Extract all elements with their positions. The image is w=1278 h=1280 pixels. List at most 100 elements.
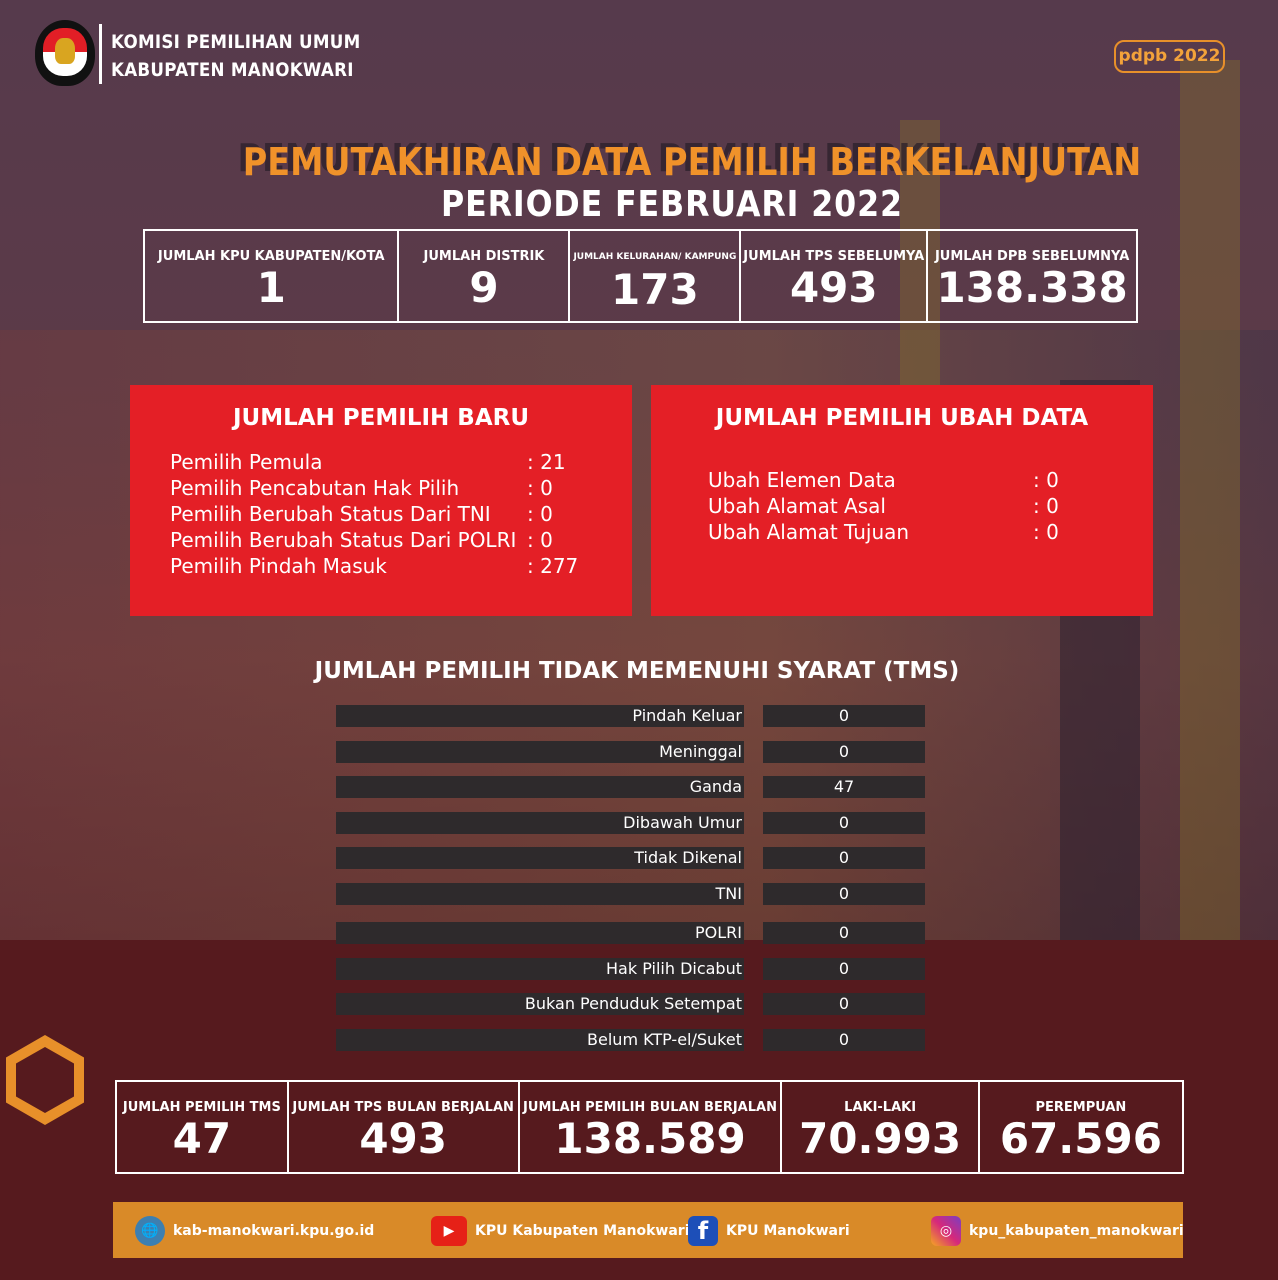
stat-pemilih-berjalan: JUMLAH PEMILIH BULAN BERJALAN 138.589 (517, 1080, 783, 1174)
tms-row-value: 0 (763, 922, 925, 944)
stat-value: 70.993 (799, 1114, 962, 1163)
stat-tps: JUMLAH TPS SEBELUMYA 493 (739, 229, 929, 323)
item-label: Pemilih Pemula (170, 450, 323, 474)
period-title: PERIODE FEBRUARI 2022 (441, 184, 903, 225)
facebook-icon: f (688, 1216, 718, 1246)
item-label: Pemilih Pindah Masuk (170, 554, 387, 578)
tms-row-label: Tidak Dikenal (336, 847, 744, 869)
main-title: PEMUTAKHIRAN DATA PEMILIH BERKELANJUTAN (242, 140, 1142, 184)
stat-value: 138.338 (936, 263, 1128, 312)
list-item: Pemilih Berubah Status Dari TNI: 0 (170, 501, 578, 527)
item-value: : 21 (527, 450, 566, 474)
stat-value: 493 (789, 263, 878, 312)
instagram-text: kpu_kabupaten_manokwari (969, 1223, 1184, 1239)
youtube-link[interactable]: ▶ KPU Kabupaten Manokwari (431, 1216, 690, 1246)
tms-row-label: Bukan Penduduk Setempat (336, 993, 744, 1015)
item-label: Ubah Alamat Asal (708, 494, 886, 518)
stat-value: 9 (469, 263, 499, 312)
stat-tps-berjalan: JUMLAH TPS BULAN BERJALAN 493 (286, 1080, 520, 1174)
stat-kpu: JUMLAH KPU KABUPATEN/KOTA 1 (142, 229, 400, 323)
tms-row-label: Dibawah Umur (336, 812, 744, 834)
footer-bar: 🌐 kab-manokwari.kpu.go.id ▶ KPU Kabupaten … (113, 1202, 1184, 1258)
stat-label: PEREMPUAN (1035, 1100, 1127, 1115)
pdpb-badge: pdpb 2022 (1114, 40, 1225, 73)
tms-row-value: 0 (763, 812, 925, 834)
facebook-text: KPU Manokwari (726, 1223, 850, 1239)
tms-row-value: 0 (763, 993, 925, 1015)
stat-value: 67.596 (999, 1114, 1162, 1163)
youtube-text: KPU Kabupaten Manokwari (475, 1223, 690, 1239)
tms-row-label: Ganda (336, 776, 744, 798)
list-item: Pemilih Pemula : 21 (170, 449, 578, 475)
item-value: : 0 (527, 476, 553, 500)
tms-row-label: POLRI (336, 922, 744, 944)
bottom-stats-table: JUMLAH PEMILIH TMS 47 JUMLAH TPS BULAN BE… (115, 1080, 1185, 1174)
item-value: : 277 (527, 554, 579, 578)
stat-label: LAKI-LAKI (844, 1100, 917, 1115)
tms-row-value: 0 (763, 847, 925, 869)
list-item: Ubah Alamat Asal : 0 (708, 493, 1059, 519)
instagram-link[interactable]: ◎ kpu_kabupaten_manokwari (931, 1216, 1184, 1246)
pemilih-baru-title: JUMLAH PEMILIH BARU (232, 405, 530, 431)
instagram-icon: ◎ (931, 1216, 961, 1246)
hexagon-decoration (6, 1035, 84, 1125)
pemilih-baru-box: JUMLAH PEMILIH BARU Pemilih Pemula : 21 P… (130, 385, 632, 616)
item-value: : 0 (1033, 520, 1059, 544)
stat-label: JUMLAH KELURAHAN/ KAMPUNG (573, 252, 737, 262)
pemilih-ubah-title: JUMLAH PEMILIH UBAH DATA (715, 405, 1089, 431)
item-value: : 0 (1033, 468, 1059, 492)
stat-tms: JUMLAH PEMILIH TMS 47 (115, 1080, 289, 1174)
item-label: Pemilih Pencabutan Hak Pilih (170, 476, 460, 500)
item-value: : 0 (527, 502, 553, 526)
pemilih-ubah-box: JUMLAH PEMILIH UBAH DATA Ubah Elemen Dat… (651, 385, 1153, 616)
list-item: Pemilih Pindah Masuk : 277 (170, 553, 578, 579)
tms-row-value: 0 (763, 1029, 925, 1051)
tms-row-label: TNI (336, 883, 744, 905)
tms-row-label: Meninggal (336, 741, 744, 763)
list-item: Ubah Elemen Data : 0 (708, 467, 1059, 493)
stat-value: 173 (611, 265, 699, 314)
stat-value: 493 (359, 1114, 447, 1163)
item-value: : 0 (527, 528, 553, 552)
tms-row-label: Belum KTP-el/Suket (336, 1029, 744, 1051)
list-item: Ubah Alamat Tujuan: 0 (708, 519, 1059, 545)
item-value: : 0 (1033, 494, 1059, 518)
tms-title: JUMLAH PEMILIH TIDAK MEMENUHI SYARAT (TM… (314, 658, 960, 684)
stat-distrik: JUMLAH DISTRIK 9 (397, 229, 571, 323)
stat-label: JUMLAH DPB SEBELUMNYA (934, 249, 1130, 264)
stat-value: 138.589 (554, 1114, 746, 1163)
list-item: Pemilih Berubah Status Dari POLRI : 0 (170, 527, 578, 553)
tms-row-value: 0 (763, 883, 925, 905)
stat-label: JUMLAH TPS SEBELUMYA (743, 249, 925, 264)
youtube-icon: ▶ (431, 1216, 467, 1246)
stat-perempuan: PEREMPUAN 67.596 (977, 1080, 1185, 1174)
website-text: kab-manokwari.kpu.go.id (173, 1223, 375, 1239)
stat-label: JUMLAH DISTRIK (423, 249, 545, 264)
website-link[interactable]: 🌐 kab-manokwari.kpu.go.id (135, 1216, 374, 1246)
tms-row-value: 0 (763, 705, 925, 727)
list-item: Pemilih Pencabutan Hak Pilih : 0 (170, 475, 578, 501)
pemilih-ubah-list: Ubah Elemen Data: 0 Ubah Alamat Asal: 0 … (708, 467, 1059, 545)
item-label: Pemilih Berubah Status Dari POLRI (170, 528, 517, 552)
org-line-1: KOMISI PEMILIHAN UMUM (111, 31, 361, 53)
stat-value: 1 (256, 263, 286, 312)
stat-label: JUMLAH PEMILIH BULAN BERJALAN (523, 1100, 777, 1115)
stat-kelurahan: JUMLAH KELURAHAN/ KAMPUNG 173 (568, 229, 742, 323)
stat-value: 47 (172, 1114, 232, 1163)
top-stats-table: JUMLAH KPU KABUPATEN/KOTA 1 JUMLAH DISTRI… (142, 229, 1138, 323)
tms-row-label: Pindah Keluar (336, 705, 744, 727)
org-line-2: KABUPATEN MANOKWARI (111, 59, 354, 81)
tms-row-value: 0 (763, 958, 925, 980)
kpu-logo (35, 20, 95, 86)
globe-icon: 🌐 (135, 1216, 165, 1246)
tms-row-value: 0 (763, 741, 925, 763)
stat-label: JUMLAH PEMILIH TMS (122, 1100, 281, 1115)
item-label: Ubah Elemen Data (708, 468, 896, 492)
stat-label: JUMLAH KPU KABUPATEN/KOTA (157, 249, 385, 264)
stat-label: JUMLAH TPS BULAN BERJALAN (292, 1100, 514, 1115)
header-divider (99, 24, 102, 84)
pemilih-baru-list: Pemilih Pemula : 21 Pemilih Pencabutan Ha… (170, 449, 578, 579)
stat-laki-laki: LAKI-LAKI 70.993 (780, 1080, 980, 1174)
stat-dpb: JUMLAH DPB SEBELUMNYA 138.338 (926, 229, 1138, 323)
facebook-link[interactable]: f KPU Manokwari (688, 1216, 850, 1246)
